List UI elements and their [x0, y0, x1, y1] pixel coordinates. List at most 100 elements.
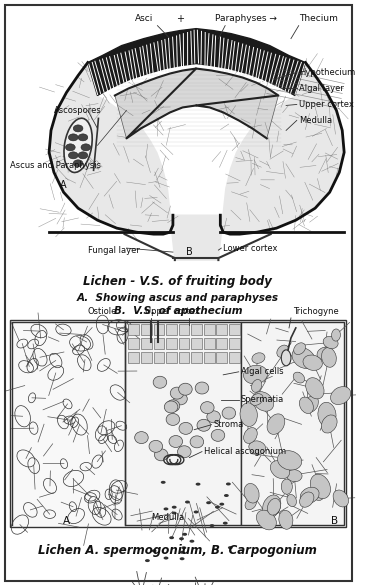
Ellipse shape: [179, 537, 184, 540]
Polygon shape: [49, 63, 173, 234]
Ellipse shape: [180, 557, 185, 560]
Ellipse shape: [161, 481, 166, 484]
Polygon shape: [115, 69, 279, 138]
Ellipse shape: [169, 536, 174, 539]
Text: Stroma: Stroma: [214, 420, 244, 429]
Text: Ascospores: Ascospores: [54, 106, 102, 115]
Text: Fungal layer: Fungal layer: [88, 246, 140, 254]
Bar: [141, 324, 152, 335]
Ellipse shape: [164, 557, 168, 560]
Bar: [179, 324, 189, 335]
Bar: [229, 352, 240, 363]
Ellipse shape: [294, 343, 306, 355]
Text: B: B: [186, 247, 193, 257]
Bar: [141, 352, 152, 363]
Text: Trichogyne: Trichogyne: [293, 308, 339, 316]
Ellipse shape: [305, 396, 319, 412]
Ellipse shape: [228, 546, 233, 549]
Ellipse shape: [321, 415, 337, 433]
Ellipse shape: [267, 414, 285, 434]
Ellipse shape: [293, 372, 305, 383]
Text: B.  V.S. of apothecium: B. V.S. of apothecium: [113, 306, 242, 316]
Text: Spermatia: Spermatia: [241, 395, 284, 404]
Ellipse shape: [189, 540, 195, 543]
Ellipse shape: [292, 347, 315, 369]
Ellipse shape: [196, 483, 200, 486]
Ellipse shape: [306, 378, 324, 399]
Ellipse shape: [223, 522, 228, 524]
Ellipse shape: [281, 350, 291, 366]
Bar: [191, 352, 202, 363]
Ellipse shape: [211, 430, 225, 441]
Bar: [166, 352, 177, 363]
Ellipse shape: [153, 376, 167, 389]
Text: Upper cortex: Upper cortex: [145, 308, 200, 316]
Bar: [128, 352, 139, 363]
Ellipse shape: [195, 382, 209, 394]
Text: Helical ascogonium: Helical ascogonium: [204, 447, 286, 456]
Bar: [204, 324, 215, 335]
Ellipse shape: [135, 432, 148, 444]
Ellipse shape: [331, 387, 351, 404]
Bar: [191, 338, 202, 349]
Text: Lower cortex: Lower cortex: [223, 244, 278, 253]
Bar: [191, 324, 202, 335]
Ellipse shape: [170, 387, 184, 399]
Bar: [10, 320, 346, 527]
Bar: [241, 322, 344, 526]
Bar: [166, 324, 177, 335]
Ellipse shape: [179, 423, 193, 434]
Ellipse shape: [207, 411, 220, 423]
Ellipse shape: [323, 336, 338, 349]
Ellipse shape: [299, 397, 313, 414]
Ellipse shape: [200, 401, 214, 414]
Text: A: A: [60, 180, 67, 190]
Text: Ascus and Paraphysis: Ascus and Paraphysis: [10, 161, 101, 170]
Ellipse shape: [299, 492, 314, 507]
Text: Asci: Asci: [135, 14, 153, 23]
Text: B: B: [331, 516, 338, 526]
Ellipse shape: [240, 403, 257, 427]
Ellipse shape: [279, 510, 293, 529]
Ellipse shape: [321, 347, 336, 367]
Ellipse shape: [250, 394, 263, 406]
Polygon shape: [88, 29, 305, 96]
Ellipse shape: [164, 401, 178, 413]
Ellipse shape: [78, 152, 88, 159]
Ellipse shape: [210, 524, 214, 527]
Ellipse shape: [281, 479, 292, 494]
Ellipse shape: [185, 500, 190, 503]
Text: Thecium: Thecium: [299, 14, 338, 23]
Ellipse shape: [215, 506, 220, 509]
Ellipse shape: [190, 436, 204, 448]
Text: Algal layer: Algal layer: [299, 84, 344, 93]
Text: Algal cells: Algal cells: [241, 367, 283, 376]
Bar: [124, 322, 241, 526]
Ellipse shape: [333, 490, 349, 507]
Ellipse shape: [317, 347, 332, 359]
Text: A: A: [63, 516, 70, 526]
Ellipse shape: [262, 495, 281, 517]
Text: +: +: [176, 13, 184, 23]
Bar: [128, 338, 139, 349]
Ellipse shape: [249, 441, 266, 454]
Ellipse shape: [268, 499, 281, 515]
Polygon shape: [170, 215, 223, 260]
Ellipse shape: [172, 512, 177, 515]
Bar: [229, 324, 240, 335]
Ellipse shape: [270, 461, 290, 479]
Ellipse shape: [244, 365, 268, 384]
Ellipse shape: [287, 469, 302, 482]
Ellipse shape: [224, 494, 229, 497]
Text: Lichen - V.S. of fruiting body: Lichen - V.S. of fruiting body: [83, 275, 272, 288]
Ellipse shape: [194, 510, 199, 513]
Ellipse shape: [149, 440, 163, 452]
Bar: [217, 324, 227, 335]
Bar: [179, 352, 189, 363]
Text: A.  Showing ascus and paraphyses: A. Showing ascus and paraphyses: [77, 293, 279, 303]
Ellipse shape: [164, 507, 168, 510]
Ellipse shape: [226, 482, 231, 485]
Ellipse shape: [197, 420, 211, 431]
Ellipse shape: [179, 383, 192, 395]
Bar: [153, 338, 164, 349]
